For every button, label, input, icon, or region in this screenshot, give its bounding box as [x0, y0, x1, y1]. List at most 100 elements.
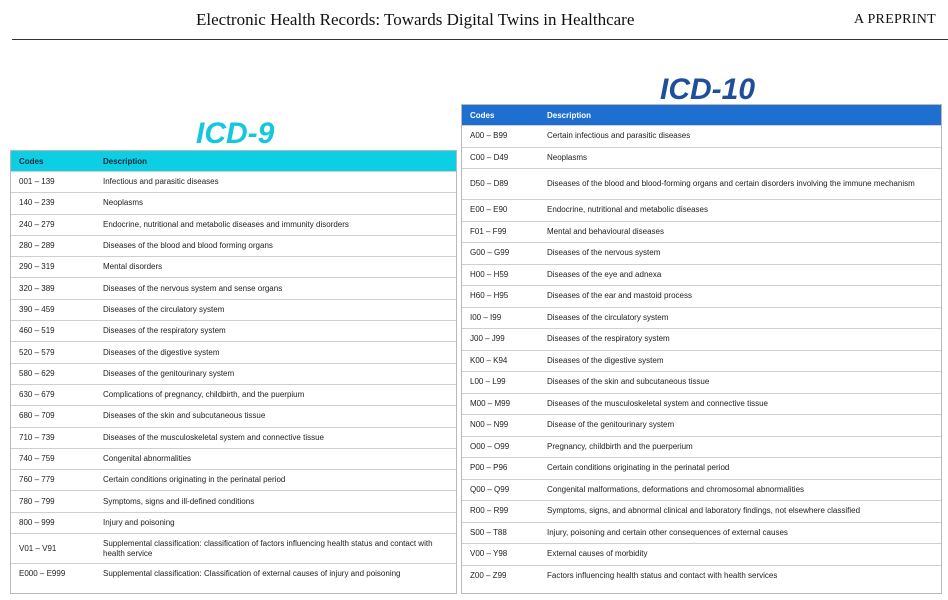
code-cell: 780 – 799	[19, 496, 55, 506]
description-cell: Diseases of the respiratory system	[103, 326, 226, 336]
header-rule	[12, 39, 948, 40]
description-cell: Factors influencing health status and co…	[547, 570, 778, 580]
description-cell: Congenital malformations, deformations a…	[547, 484, 805, 494]
description-cell: Symptoms, signs and ill-defined conditio…	[103, 496, 255, 506]
table-row: H00 – H59 Diseases of the eye and adnexa	[462, 263, 941, 286]
preprint-tag: A PREPRINT	[854, 12, 936, 27]
table-row: K00 – K94 Diseases of the digestive syste…	[462, 349, 941, 372]
description-cell: Certain conditions originating in the pe…	[103, 475, 286, 485]
description-cell: Diseases of the musculoskeletal system a…	[547, 398, 768, 408]
table-row: 520 – 579 Diseases of the digestive syste…	[11, 341, 456, 362]
code-cell: 001 – 139	[19, 177, 55, 187]
table-row: 680 – 709 Diseases of the skin and subcut…	[11, 405, 456, 426]
icd9-title: ICD-9	[196, 117, 275, 150]
icd10-title: ICD-10	[660, 73, 756, 106]
code-cell: L00 – L99	[470, 377, 506, 387]
description-cell: Injury, poisoning and certain other cons…	[547, 527, 788, 537]
icd9-table-body: 001 – 139 Infectious and parasitic diseas…	[11, 171, 456, 584]
description-cell: Diseases of the genitourinary system	[103, 368, 235, 378]
code-cell: 760 – 779	[19, 475, 55, 485]
table-row: I00 – I99 Diseases of the circulatory sys…	[462, 306, 941, 329]
description-cell: Diseases of the digestive system	[103, 347, 220, 357]
code-cell: 140 – 239	[19, 198, 55, 208]
code-cell: J00 – J99	[470, 334, 505, 344]
description-cell: Diseases of the eye and adnexa	[547, 269, 662, 279]
code-cell: N00 – N99	[470, 420, 509, 430]
table-row: 320 – 389 Diseases of the nervous system …	[11, 277, 456, 298]
code-cell: 290 – 319	[19, 262, 55, 272]
icd10-table-body: A00 – B99 Certain infectious and parasiti…	[462, 125, 941, 586]
code-cell: 460 – 519	[19, 326, 55, 336]
page-header: Electronic Health Records: Towards Digit…	[0, 0, 948, 40]
table-row: L00 – L99 Diseases of the skin and subcut…	[462, 371, 941, 393]
description-cell: Certain conditions originating in the pe…	[547, 463, 730, 473]
description-cell: Pregnancy, childbirth and the puerperium	[547, 441, 693, 451]
running-title: Electronic Health Records: Towards Digit…	[196, 10, 635, 29]
description-cell: External causes of morbidity	[547, 549, 648, 559]
code-cell: H00 – H59	[470, 269, 509, 279]
table-row: G00 – G99 Diseases of the nervous system	[462, 242, 941, 264]
description-cell: Mental disorders	[103, 262, 163, 272]
description-cell: Neoplasms	[547, 152, 588, 162]
icd9-codes-header: Codes	[19, 156, 44, 166]
table-row: C00 – D49 Neoplasms	[462, 146, 941, 169]
code-cell: 240 – 279	[19, 219, 55, 229]
code-cell: 680 – 709	[19, 411, 55, 421]
code-cell: E000 – E999	[19, 569, 66, 579]
description-cell: Endocrine, nutritional and metabolic dis…	[103, 219, 349, 229]
code-cell: 320 – 389	[19, 283, 55, 293]
code-cell: P00 – P96	[470, 463, 508, 473]
table-row: D50 – D89 Diseases of the blood and blood…	[462, 168, 941, 199]
icd9-table-header: Codes Description	[11, 151, 456, 171]
table-row: 140 – 239 Neoplasms	[11, 192, 456, 213]
table-row: V00 – Y98 External causes of morbidity	[462, 543, 941, 565]
table-row: 630 – 679 Complications of pregnancy, chi…	[11, 383, 456, 405]
code-cell: M00 – M99	[470, 398, 511, 408]
table-row: V01 – V91 Supplemental classification: cl…	[11, 533, 456, 563]
code-cell: E00 – E90	[470, 205, 508, 215]
code-cell: 710 – 739	[19, 432, 55, 442]
table-row: 760 – 779 Certain conditions originating …	[11, 469, 456, 490]
table-row: 580 – 629 Diseases of the genitourinary s…	[11, 362, 456, 384]
code-cell: I00 – I99	[470, 312, 502, 322]
code-cell: O00 – O99	[470, 441, 510, 451]
table-row: Q00 – Q99 Congenital malformations, defor…	[462, 478, 941, 501]
description-cell: Supplemental classification: classificat…	[103, 538, 433, 558]
table-row: M00 – M99 Diseases of the musculoskeletal…	[462, 392, 941, 415]
description-cell: Diseases of the digestive system	[547, 355, 664, 365]
description-cell: Diseases of the circulatory system	[547, 312, 669, 322]
table-row: J00 – J99 Diseases of the respiratory sys…	[462, 328, 941, 350]
table-row: A00 – B99 Certain infectious and parasiti…	[462, 125, 941, 147]
description-cell: Endocrine, nutritional and metabolic dis…	[547, 205, 708, 215]
code-cell: Q00 – Q99	[470, 484, 510, 494]
description-cell: Injury and poisoning	[103, 517, 175, 527]
description-cell: Symptoms, signs, and abnormal clinical a…	[547, 506, 861, 516]
table-row: 240 – 279 Endocrine, nutritional and meta…	[11, 213, 456, 235]
description-cell: Diseases of the ear and mastoid process	[547, 291, 692, 301]
table-row: 710 – 739 Diseases of the musculoskeletal…	[11, 426, 456, 448]
description-cell: Certain infectious and parasitic disease…	[547, 131, 691, 141]
code-cell: 630 – 679	[19, 390, 55, 400]
description-cell: Diseases of the skin and subcutaneous ti…	[547, 377, 710, 387]
code-cell: D50 – D89	[470, 179, 509, 188]
icd10-table: Codes Description A00 – B99 Certain infec…	[461, 104, 942, 594]
description-cell: Diseases of the blood and blood forming …	[103, 241, 273, 251]
icd9-table: Codes Description 001 – 139 Infectious an…	[10, 150, 457, 594]
description-cell: Diseases of the circulatory system	[103, 304, 225, 314]
code-cell: A00 – B99	[470, 131, 508, 141]
description-cell: Congenital abnormalities	[103, 454, 192, 463]
icd10-codes-header: Codes	[470, 110, 495, 120]
description-cell: Disease of the genitourinary system	[547, 420, 675, 430]
description-cell: Infectious and parasitic diseases	[103, 177, 219, 187]
icd10-table-header: Codes Description	[462, 105, 941, 125]
description-cell: Diseases of the nervous system	[547, 248, 661, 258]
code-cell: R00 – R99	[470, 506, 509, 516]
table-row: 740 – 759 Congenital abnormalities	[11, 447, 456, 469]
table-row: Z00 – Z99 Factors influencing health stat…	[462, 564, 941, 587]
description-cell: Diseases of the respiratory system	[547, 334, 670, 344]
table-row: H60 – H95 Diseases of the ear and mastoid…	[462, 285, 941, 307]
code-cell: S00 – T88	[470, 527, 507, 537]
table-row: 001 – 139 Infectious and parasitic diseas…	[11, 171, 456, 192]
table-row: 280 – 289 Diseases of the blood and blood…	[11, 234, 456, 256]
table-row: P00 – P96 Certain conditions originating …	[462, 457, 941, 479]
